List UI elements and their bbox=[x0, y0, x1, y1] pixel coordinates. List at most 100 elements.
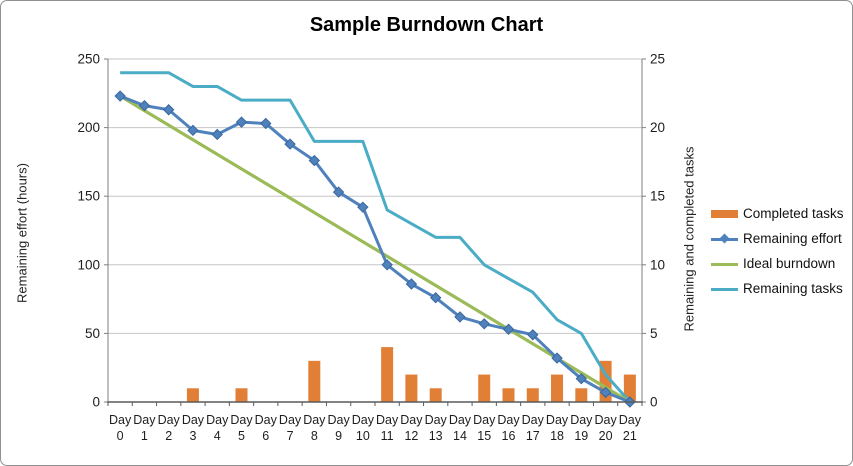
diamond-marker-icon bbox=[575, 372, 588, 385]
day-number: 7 bbox=[287, 429, 294, 443]
day-label: Day bbox=[473, 413, 496, 427]
diamond-marker-icon bbox=[478, 318, 490, 330]
day-label: Day bbox=[327, 413, 350, 427]
left-tick-label: 50 bbox=[85, 326, 100, 341]
diamond-marker-icon bbox=[405, 278, 418, 290]
right-axis-title: Remaining and completed tasks bbox=[681, 146, 697, 332]
diamond-marker-icon bbox=[381, 259, 393, 271]
day-number: 3 bbox=[189, 429, 196, 443]
legend-item-ideal-burndown: Ideal burndown bbox=[711, 255, 844, 272]
day-label: Day bbox=[594, 413, 617, 427]
diamond-marker-icon bbox=[211, 128, 223, 141]
day-label: Day bbox=[230, 413, 253, 427]
day-label: Day bbox=[400, 413, 423, 427]
legend-item-completed-tasks: Completed tasks bbox=[711, 205, 844, 222]
left-tick-label: 250 bbox=[77, 52, 100, 67]
right-tick-label: 10 bbox=[650, 257, 665, 272]
day-number: 16 bbox=[502, 429, 516, 443]
day-number: 13 bbox=[429, 429, 443, 443]
day-label: Day bbox=[497, 413, 520, 427]
left-tick-label: 200 bbox=[77, 120, 100, 135]
day-number: 4 bbox=[214, 429, 221, 443]
axes bbox=[104, 58, 646, 406]
right-tick-label: 20 bbox=[650, 120, 665, 135]
day-number: 0 bbox=[117, 429, 124, 443]
diamond-marker-icon bbox=[429, 292, 442, 304]
day-number: 15 bbox=[477, 429, 491, 443]
day-label: Day bbox=[352, 413, 375, 427]
completed-tasks-bars bbox=[186, 347, 636, 402]
legend-item-remaining-tasks: Remaining tasks bbox=[711, 280, 844, 297]
completed-tasks-bar bbox=[526, 388, 539, 402]
diamond-marker-icon bbox=[260, 117, 272, 130]
day-label: Day bbox=[303, 413, 326, 427]
chart-title: Sample Burndown Chart bbox=[309, 14, 544, 36]
legend-label: Remaining tasks bbox=[743, 281, 843, 296]
day-number: 21 bbox=[623, 429, 637, 443]
left-axis-tick-labels: 0 50 100 150 200 250 bbox=[77, 52, 100, 410]
completed-tasks-bar bbox=[429, 388, 442, 402]
completed-tasks-bar bbox=[235, 388, 248, 402]
day-number: 20 bbox=[599, 429, 613, 443]
legend-label: Completed tasks bbox=[743, 206, 844, 221]
left-tick-label: 100 bbox=[77, 257, 100, 272]
completed-tasks-bar bbox=[478, 374, 491, 402]
completed-tasks-bar bbox=[405, 374, 418, 402]
remaining-effort-markers bbox=[114, 90, 636, 408]
ideal-burndown-line bbox=[118, 94, 632, 404]
diamond-marker-icon bbox=[284, 138, 296, 150]
day-label: Day bbox=[133, 413, 156, 427]
remaining-effort-line bbox=[119, 94, 631, 404]
left-axis-title: Remaining effort (hours) bbox=[14, 163, 30, 303]
completed-tasks-bar bbox=[502, 388, 515, 402]
completed-tasks-bar bbox=[575, 388, 588, 402]
day-number: 6 bbox=[262, 429, 269, 443]
diamond-marker-icon bbox=[332, 186, 345, 198]
day-label: Day bbox=[425, 413, 448, 427]
left-tick-label: 0 bbox=[92, 395, 100, 410]
legend-label: Ideal burndown bbox=[743, 256, 836, 271]
completed-tasks-bar bbox=[186, 388, 199, 402]
day-number: 10 bbox=[356, 429, 370, 443]
bar-swatch-icon bbox=[711, 209, 738, 219]
legend: Completed tasks Remaining effort Ideal b… bbox=[711, 205, 844, 297]
line-swatch-icon bbox=[711, 284, 738, 294]
day-label: Day bbox=[279, 413, 302, 427]
right-axis-tick-labels: 0 5 10 15 20 25 bbox=[650, 52, 665, 410]
day-number: 19 bbox=[574, 429, 588, 443]
gridlines bbox=[108, 58, 642, 403]
day-label: Day bbox=[158, 413, 181, 427]
day-number: 12 bbox=[404, 429, 418, 443]
diamond-marker-icon bbox=[308, 154, 321, 167]
day-label: Day bbox=[449, 413, 472, 427]
right-tick-label: 15 bbox=[650, 189, 665, 204]
completed-tasks-bar bbox=[551, 374, 564, 402]
day-number: 14 bbox=[453, 429, 467, 443]
remaining-tasks-line bbox=[120, 71, 631, 403]
diamond-marker-icon bbox=[357, 201, 369, 213]
line-swatch-icon bbox=[711, 259, 738, 269]
day-label: Day bbox=[522, 413, 545, 427]
diamond-marker-icon bbox=[502, 323, 515, 335]
day-label: Day bbox=[619, 413, 642, 427]
day-label: Day bbox=[109, 413, 132, 427]
day-number: 9 bbox=[335, 429, 342, 443]
day-number: 18 bbox=[550, 429, 564, 443]
right-tick-label: 5 bbox=[650, 326, 658, 341]
diamond-marker-icon bbox=[527, 329, 539, 341]
day-label: Day bbox=[206, 413, 229, 427]
diamond-marker-icon bbox=[551, 352, 563, 364]
right-tick-label: 25 bbox=[650, 52, 665, 67]
diamond-marker-icon bbox=[235, 116, 248, 128]
line-diamond-swatch-icon bbox=[711, 233, 738, 244]
day-number: 17 bbox=[526, 429, 540, 443]
day-number: 2 bbox=[165, 429, 172, 443]
legend-label: Remaining effort bbox=[743, 231, 842, 246]
day-label: Day bbox=[570, 413, 593, 427]
day-label: Day bbox=[376, 413, 399, 427]
day-number: 11 bbox=[381, 429, 394, 443]
left-tick-label: 150 bbox=[77, 189, 100, 204]
diamond-marker-icon bbox=[187, 124, 199, 137]
